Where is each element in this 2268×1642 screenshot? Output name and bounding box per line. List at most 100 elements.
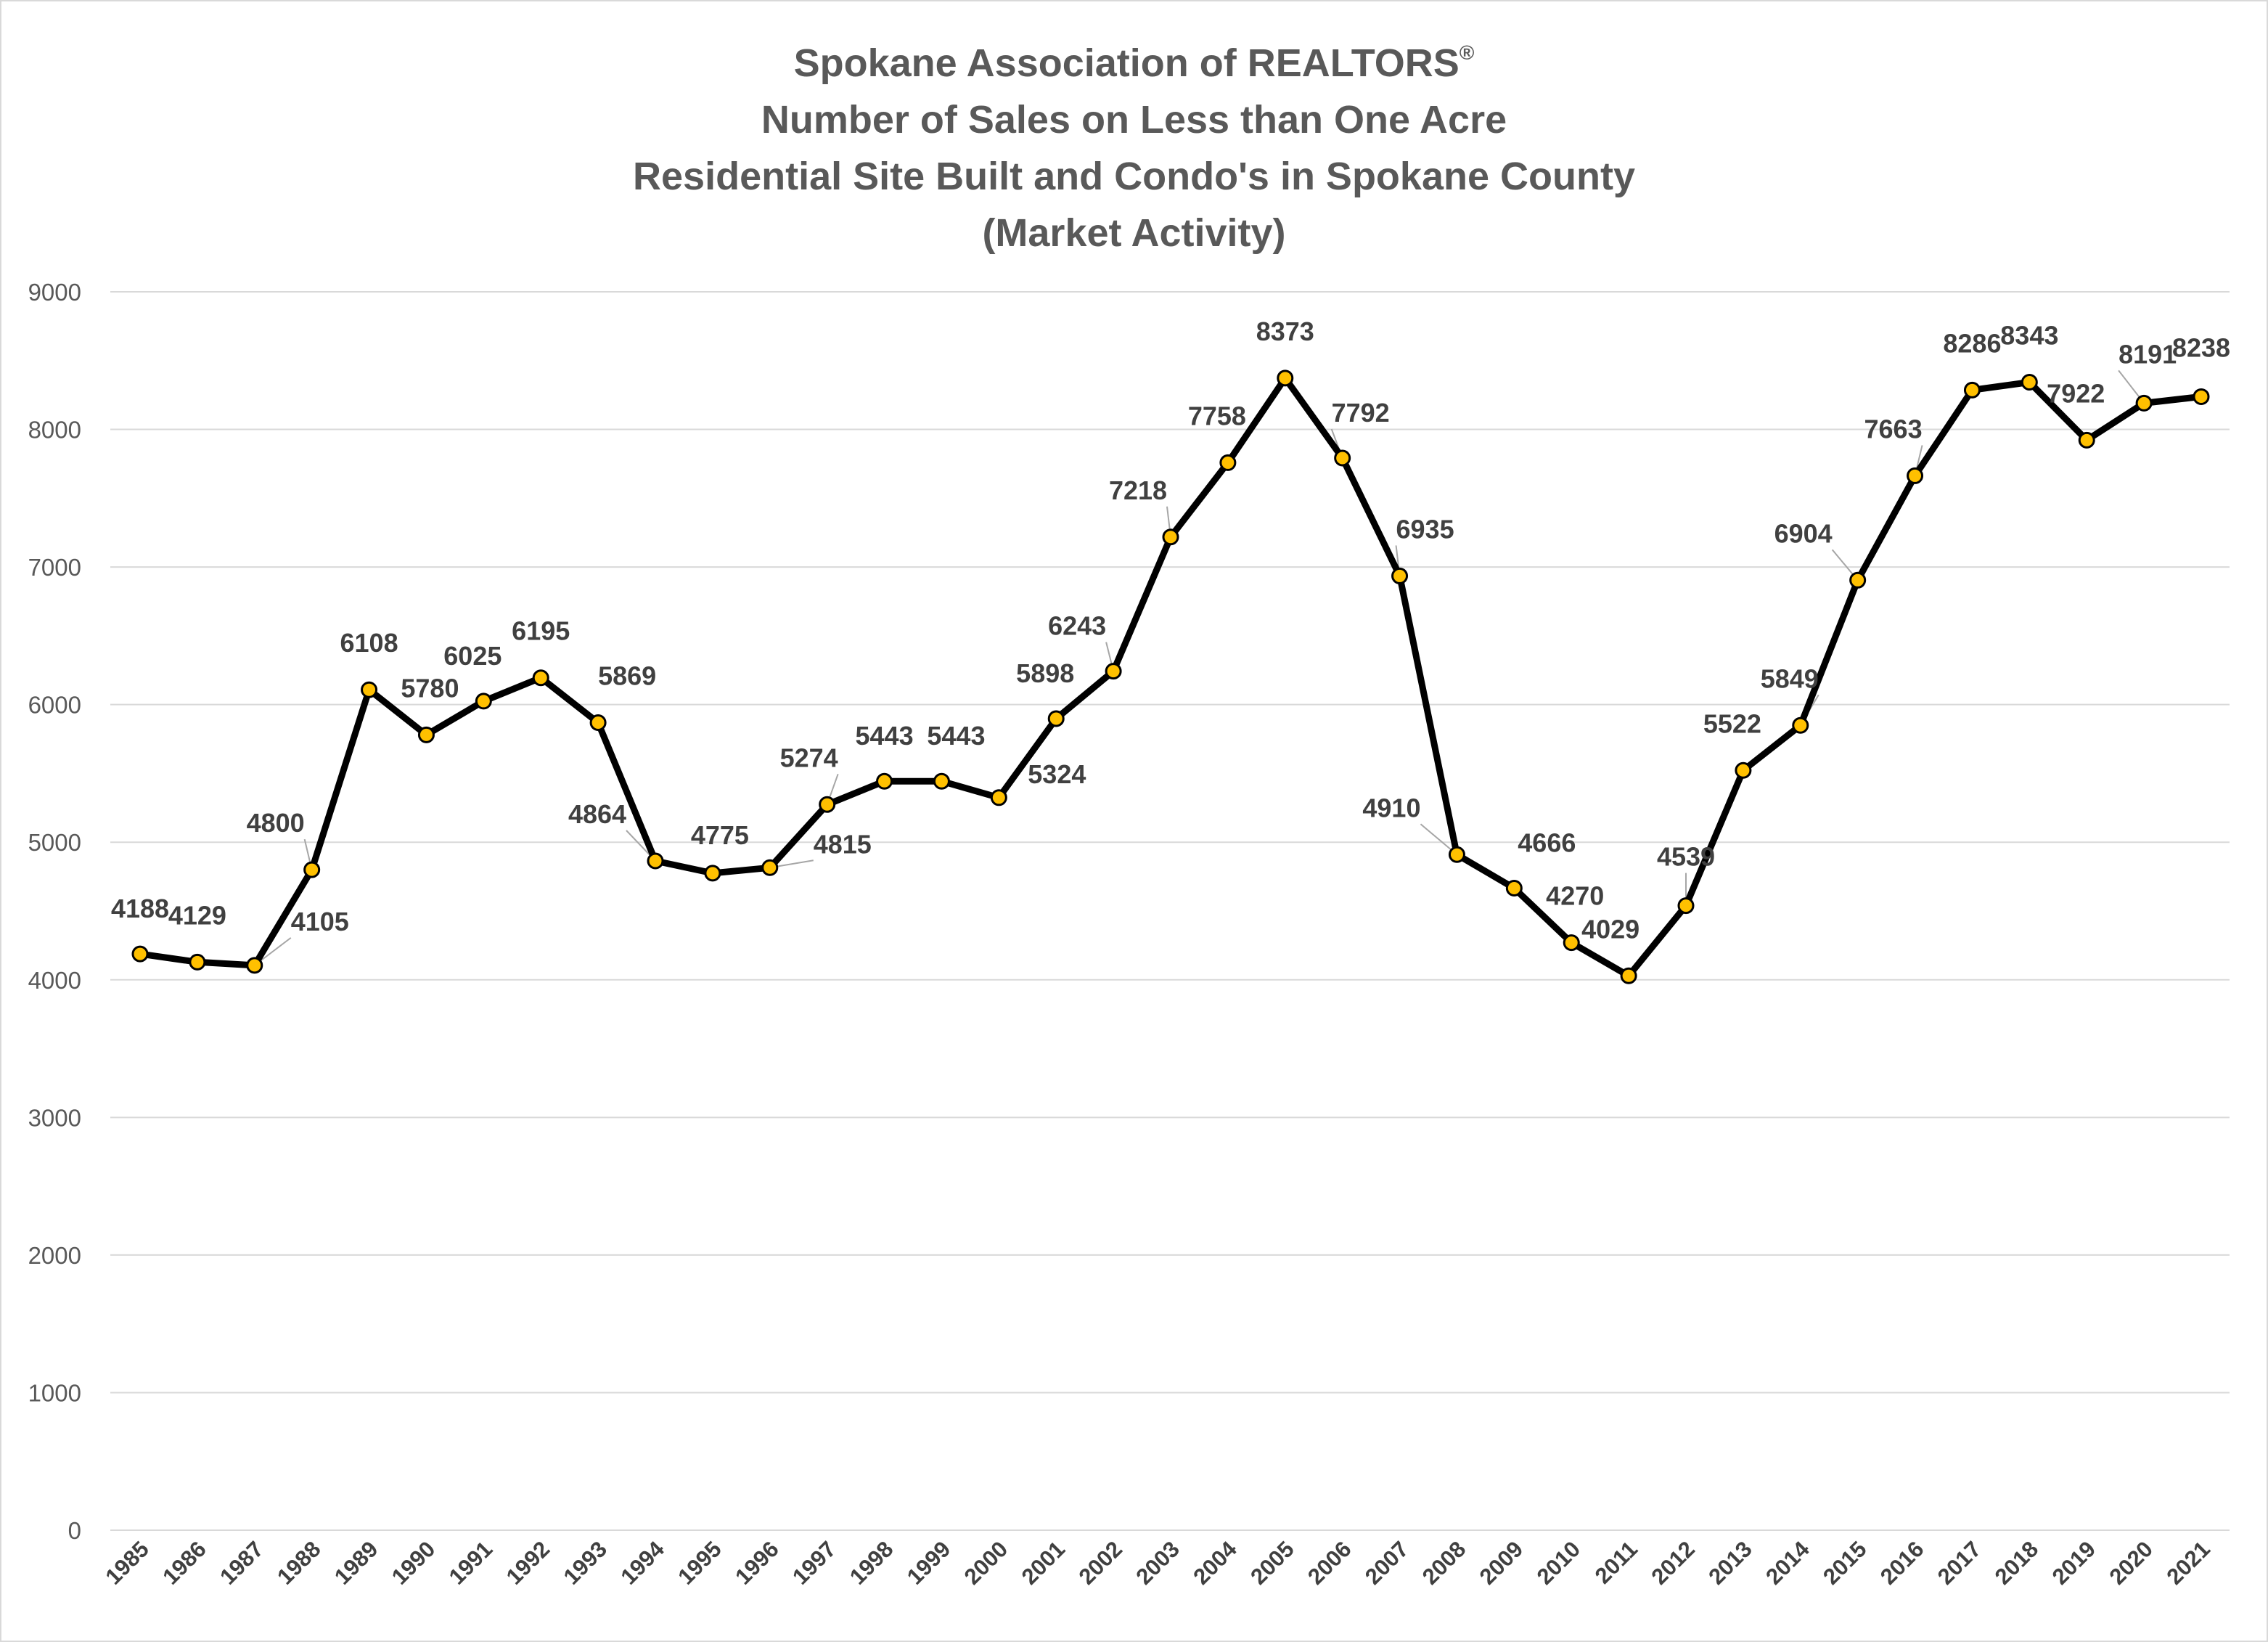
- x-tick-label: 2014: [1761, 1536, 1814, 1590]
- y-tick-label: 3000: [28, 1104, 81, 1131]
- y-tick-label: 5000: [28, 829, 81, 856]
- data-point-2010: [1563, 934, 1580, 952]
- x-tick-label: 1989: [329, 1536, 383, 1590]
- chart-title: Spokane Association of REALTORS® Number …: [0, 28, 2268, 261]
- x-tick-label: 1988: [272, 1536, 326, 1590]
- x-tick-label: 2020: [2105, 1536, 2158, 1590]
- data-point-1988: [303, 861, 321, 878]
- x-tick-label: 2021: [2161, 1536, 2215, 1590]
- data-point-2003: [1162, 528, 1179, 546]
- data-label-2004: 7758: [1188, 401, 1246, 430]
- data-label-1993: 5869: [598, 661, 656, 690]
- x-tick-label: 2013: [1703, 1536, 1757, 1590]
- data-label-2007: 6935: [1396, 514, 1454, 544]
- data-label-2016: 7663: [1864, 414, 1923, 444]
- x-tick-label: 2007: [1360, 1536, 1414, 1590]
- data-point-2000: [990, 789, 1007, 806]
- data-label-2001: 5898: [1016, 658, 1074, 688]
- data-point-1985: [131, 945, 149, 963]
- x-tick-label: 2004: [1188, 1536, 1242, 1590]
- data-point-2012: [1677, 897, 1695, 915]
- data-label-2020: 8191: [2118, 339, 2177, 369]
- x-tick-label: 1993: [559, 1536, 613, 1590]
- data-point-1989: [361, 681, 378, 698]
- x-tick-label: 2010: [1532, 1536, 1586, 1590]
- x-tick-label: 2011: [1590, 1536, 1642, 1588]
- data-label-1999: 5443: [927, 721, 985, 751]
- data-label-1996: 4815: [814, 829, 872, 859]
- data-label-2005: 8373: [1256, 316, 1314, 346]
- data-point-2013: [1735, 761, 1752, 779]
- x-tick-label: 2016: [1875, 1536, 1929, 1590]
- data-label-1990: 5780: [401, 673, 459, 703]
- x-tick-label: 1986: [157, 1536, 211, 1590]
- data-point-2002: [1105, 663, 1122, 680]
- data-label-1997: 5274: [780, 743, 838, 772]
- x-tick-label: 1997: [787, 1536, 841, 1590]
- y-tick-label: 1000: [28, 1379, 81, 1406]
- data-point-2011: [1620, 967, 1637, 984]
- data-label-1994: 4864: [568, 799, 626, 829]
- x-tick-label: 2017: [1933, 1536, 1986, 1590]
- x-tick-label: 1994: [615, 1536, 669, 1590]
- data-point-2016: [1907, 467, 1924, 484]
- x-tick-label: 1996: [730, 1536, 784, 1590]
- data-label-2013: 5522: [1703, 708, 1761, 738]
- data-point-2014: [1792, 716, 1809, 734]
- data-label-1991: 6025: [443, 641, 502, 671]
- data-label-2008: 4910: [1362, 793, 1420, 822]
- x-tick-label: 2001: [1017, 1536, 1070, 1590]
- data-point-2008: [1448, 846, 1465, 863]
- y-axis-tick-labels: 0 1000 2000 3000 4000 5000 6000 7000 8000 9000: [28, 279, 81, 1544]
- data-label-1998: 5443: [856, 721, 914, 751]
- y-tick-label: 0: [68, 1517, 81, 1544]
- data-label-2003: 7218: [1109, 475, 1167, 505]
- data-point-2020: [2135, 394, 2153, 412]
- data-label-2014: 5849: [1761, 663, 1819, 693]
- data-label-2002: 6243: [1048, 611, 1106, 641]
- x-tick-label: 2006: [1303, 1536, 1356, 1590]
- x-tick-label: 2012: [1646, 1536, 1700, 1590]
- data-point-2001: [1047, 710, 1065, 727]
- y-tick-label: 8000: [28, 417, 81, 444]
- data-point-2015: [1849, 571, 1867, 589]
- x-tick-label: 2005: [1245, 1536, 1299, 1590]
- x-tick-label: 2018: [1990, 1536, 2044, 1590]
- x-tick-label: 2019: [2047, 1536, 2101, 1590]
- data-point-1987: [246, 957, 263, 974]
- x-tick-label: 2002: [1074, 1536, 1128, 1590]
- data-label-2009: 4666: [1518, 828, 1576, 858]
- x-tick-label: 1990: [387, 1536, 441, 1590]
- x-tick-label: 2003: [1131, 1536, 1184, 1590]
- data-point-1999: [933, 772, 950, 790]
- data-label-2021: 8238: [2172, 332, 2230, 362]
- x-tick-label: 1985: [100, 1536, 154, 1590]
- data-point-2005: [1277, 369, 1294, 387]
- x-tick-label: 2009: [1475, 1536, 1528, 1590]
- data-point-2007: [1391, 567, 1409, 584]
- data-label-1986: 4129: [168, 900, 226, 930]
- data-point-2004: [1219, 454, 1237, 471]
- data-label-2011: 4029: [1581, 914, 1639, 944]
- x-tick-label: 1999: [902, 1536, 956, 1590]
- x-tick-label: 2015: [1818, 1536, 1872, 1590]
- title-line-1-text: Spokane Association of REALTORS: [793, 41, 1460, 85]
- data-label-2018: 8343: [2000, 321, 2058, 351]
- data-point-1992: [532, 669, 549, 687]
- x-tick-label: 1995: [673, 1536, 726, 1590]
- data-point-1998: [876, 772, 893, 790]
- data-label-2015: 6904: [1774, 518, 1833, 548]
- series-markers: [131, 369, 2210, 984]
- y-tick-label: 6000: [28, 692, 81, 719]
- data-label-1987: 4105: [291, 907, 349, 936]
- data-label-1988: 4800: [247, 808, 305, 838]
- gridlines: [110, 291, 2230, 1531]
- data-label-2017: 8286: [1943, 328, 2001, 358]
- y-tick-label: 2000: [28, 1242, 81, 1269]
- data-label-2019: 7922: [2047, 378, 2105, 408]
- x-tick-label: 1991: [444, 1536, 498, 1590]
- data-label-2000: 5324: [1028, 759, 1086, 789]
